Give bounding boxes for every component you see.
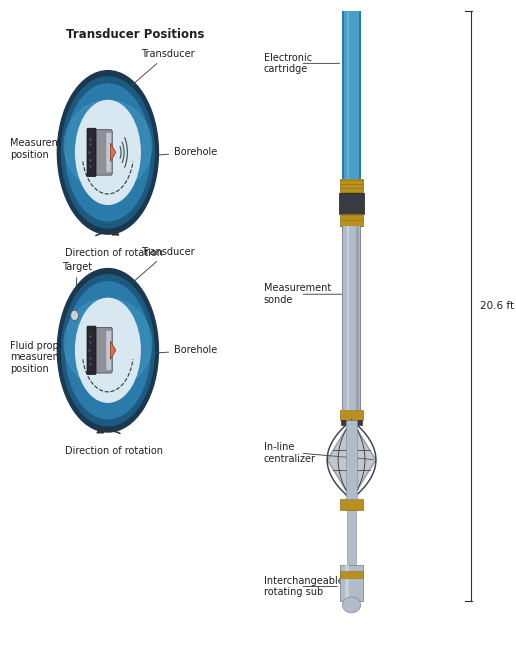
Bar [342, 226, 361, 410]
Text: Interchangeable
rotating sub: Interchangeable rotating sub [264, 576, 344, 598]
Circle shape [71, 310, 78, 321]
Bar [345, 564, 349, 601]
FancyBboxPatch shape [87, 326, 96, 375]
Ellipse shape [66, 84, 150, 221]
Ellipse shape [64, 100, 152, 190]
FancyBboxPatch shape [93, 130, 112, 175]
Bar [341, 420, 362, 426]
Bar [339, 193, 364, 214]
Bar [340, 178, 363, 193]
FancyBboxPatch shape [106, 132, 112, 173]
Ellipse shape [57, 71, 158, 234]
FancyBboxPatch shape [93, 328, 112, 373]
Polygon shape [327, 420, 376, 499]
Ellipse shape [343, 597, 361, 613]
Bar [343, 226, 360, 410]
Text: Transducer Positions: Transducer Positions [66, 28, 204, 42]
Ellipse shape [75, 100, 140, 204]
FancyBboxPatch shape [106, 330, 112, 370]
Bar [347, 11, 349, 178]
Bar [340, 570, 363, 578]
Bar [342, 11, 361, 178]
Text: Direction of rotation: Direction of rotation [65, 446, 163, 455]
Text: Transducer: Transducer [114, 49, 195, 100]
Bar [340, 410, 363, 420]
Text: Transducer: Transducer [114, 247, 195, 299]
Ellipse shape [61, 77, 154, 228]
Ellipse shape [57, 268, 158, 432]
Ellipse shape [61, 275, 154, 426]
FancyBboxPatch shape [87, 128, 96, 176]
Ellipse shape [75, 298, 140, 403]
Ellipse shape [64, 298, 152, 389]
Text: Fluid properties
measurement
position: Fluid properties measurement position [10, 340, 87, 374]
Text: Direction of rotation: Direction of rotation [65, 248, 163, 258]
Bar [347, 226, 349, 410]
Text: 20.6 ft: 20.6 ft [480, 301, 514, 311]
Polygon shape [110, 143, 116, 161]
Bar [344, 11, 360, 178]
Text: Borehole: Borehole [147, 147, 217, 157]
Text: Measurement
position: Measurement position [10, 138, 78, 160]
Text: In-line
centralizer: In-line centralizer [264, 442, 316, 464]
Text: Electronic
cartridge: Electronic cartridge [264, 53, 312, 74]
Bar [347, 510, 357, 564]
Ellipse shape [66, 282, 150, 419]
Bar [356, 226, 360, 410]
Polygon shape [110, 341, 116, 360]
Text: Measurement
sonde: Measurement sonde [264, 284, 331, 305]
Bar [346, 420, 357, 499]
Bar [340, 499, 363, 510]
Bar [340, 564, 363, 601]
Text: Borehole: Borehole [147, 345, 217, 356]
Bar [340, 214, 363, 226]
Text: Target: Target [62, 262, 92, 313]
